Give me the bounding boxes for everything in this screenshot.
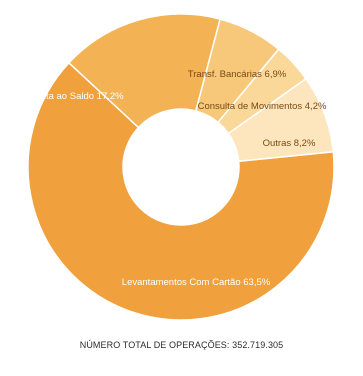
slice-4 (227, 77, 335, 163)
slice-0 (27, 61, 335, 321)
slices-group (27, 13, 335, 321)
slice-label-3: Consulta de Movimentos 4,2% (198, 101, 327, 112)
slice-label-4: Outras 8,2% (263, 138, 316, 149)
labels-group: Levantamentos Com Cartão 63,5% Consulta a… (16, 69, 327, 288)
slice-1 (67, 13, 222, 129)
donut-chart-svg: Levantamentos Com Cartão 63,5% Consulta a… (16, 13, 335, 321)
total-operations-caption: NÚMERO TOTAL DE OPERAÇÕES: 352.719.305 (79, 340, 284, 350)
slice-label-0: Levantamentos Com Cartão 63,5% (122, 277, 271, 288)
slice-label-2: Transf. Bancárias 6,9% (188, 69, 287, 80)
slice-label-1: Consulta ao Saldo 17,2% (16, 91, 124, 102)
